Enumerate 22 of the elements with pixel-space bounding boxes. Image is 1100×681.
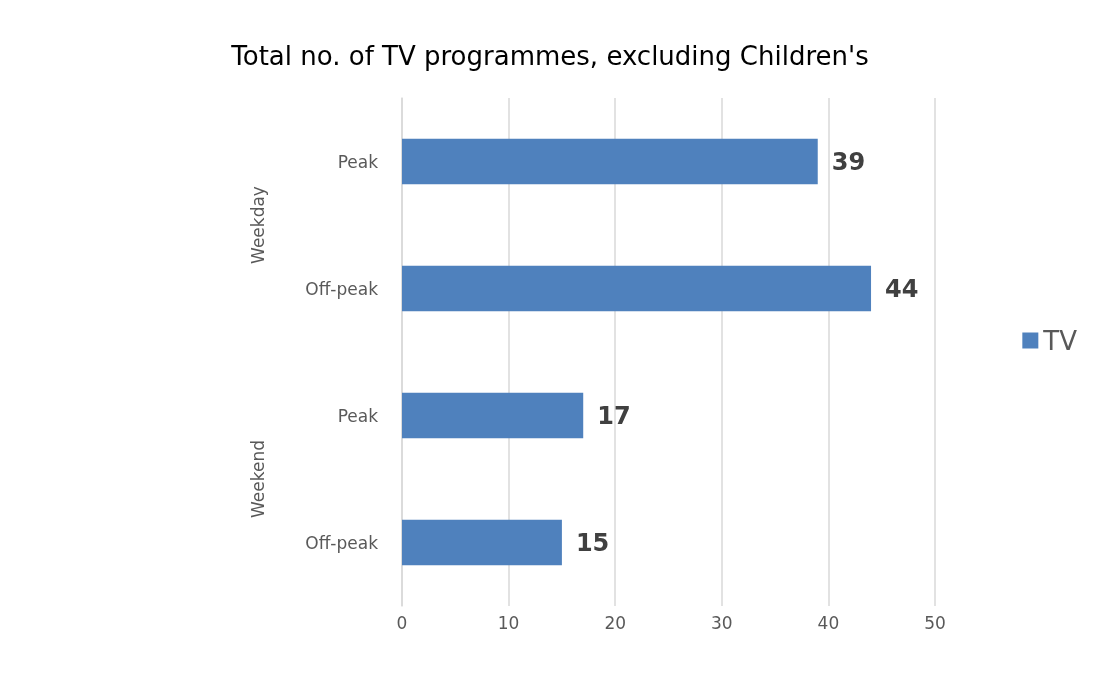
bar <box>402 138 818 185</box>
text: Weekend <box>248 440 268 518</box>
bar <box>402 265 872 312</box>
x-tick-label: 20 <box>604 612 627 633</box>
x-tick-label: 10 <box>497 612 520 633</box>
x-tick-label: 50 <box>924 612 946 633</box>
y-tick-label: Peak <box>337 151 379 172</box>
data-label: 17 <box>597 401 631 430</box>
x-tick-label: 30 <box>710 612 733 633</box>
x-tick-label: 40 <box>817 612 840 633</box>
text: Weekday <box>248 186 268 264</box>
legend-label: TV <box>1042 325 1078 356</box>
bar <box>402 392 584 439</box>
chart-title: Total no. of TV programmes, excluding Children's <box>230 41 869 71</box>
y-tick-label: Off-peak <box>305 278 379 299</box>
data-label: 44 <box>885 274 919 303</box>
x-tick-label: 0 <box>396 612 408 633</box>
y-tick-label: Peak <box>337 405 379 426</box>
bar <box>402 519 562 566</box>
data-label: 15 <box>575 528 610 557</box>
data-label: 39 <box>831 147 866 176</box>
y-tick-label: Off-peak <box>305 532 379 553</box>
